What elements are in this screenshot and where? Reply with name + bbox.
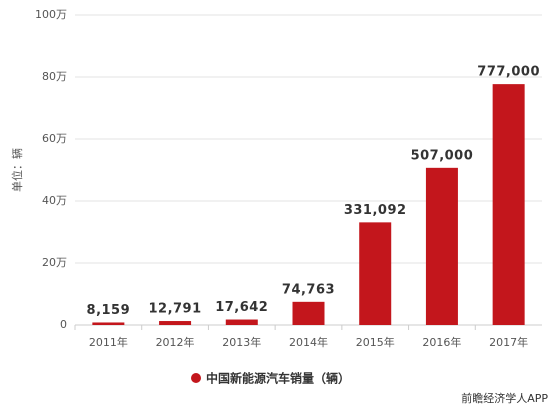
x-tick-label: 2014年 — [289, 335, 328, 349]
bar — [359, 222, 392, 325]
x-tick-label: 2013年 — [222, 335, 261, 349]
bar — [292, 301, 325, 325]
bar — [225, 319, 258, 325]
bar — [425, 167, 458, 325]
x-tick-label: 2015年 — [356, 335, 395, 349]
x-tick-label: 2017年 — [489, 335, 528, 349]
bar — [492, 84, 525, 325]
value-label: 17,642 — [215, 300, 268, 315]
y-tick-label: 40万 — [42, 194, 67, 207]
y-tick-label: 0 — [60, 318, 67, 331]
x-tick-label: 2012年 — [156, 335, 195, 349]
bar — [159, 321, 192, 325]
value-label: 8,159 — [87, 303, 131, 318]
y-tick-label: 100万 — [35, 8, 67, 21]
legend-label: 中国新能源汽车销量（辆） — [206, 371, 350, 386]
y-axis-label: 单位：辆 — [10, 148, 24, 192]
value-label: 74,763 — [282, 282, 335, 297]
x-tick-label: 2011年 — [89, 335, 128, 349]
footer: 前瞻经济学人APP — [461, 391, 548, 405]
value-label: 777,000 — [477, 65, 540, 80]
value-label: 12,791 — [148, 302, 201, 317]
y-tick-label: 20万 — [42, 256, 67, 269]
value-label: 507,000 — [411, 148, 474, 163]
bar — [92, 322, 125, 325]
y-tick-label: 80万 — [42, 70, 67, 83]
x-tick-label: 2016年 — [422, 335, 461, 349]
value-label: 331,092 — [344, 203, 407, 218]
y-tick-label: 60万 — [42, 132, 67, 145]
legend: 中国新能源汽车销量（辆） — [191, 371, 350, 386]
legend-swatch — [191, 373, 201, 383]
